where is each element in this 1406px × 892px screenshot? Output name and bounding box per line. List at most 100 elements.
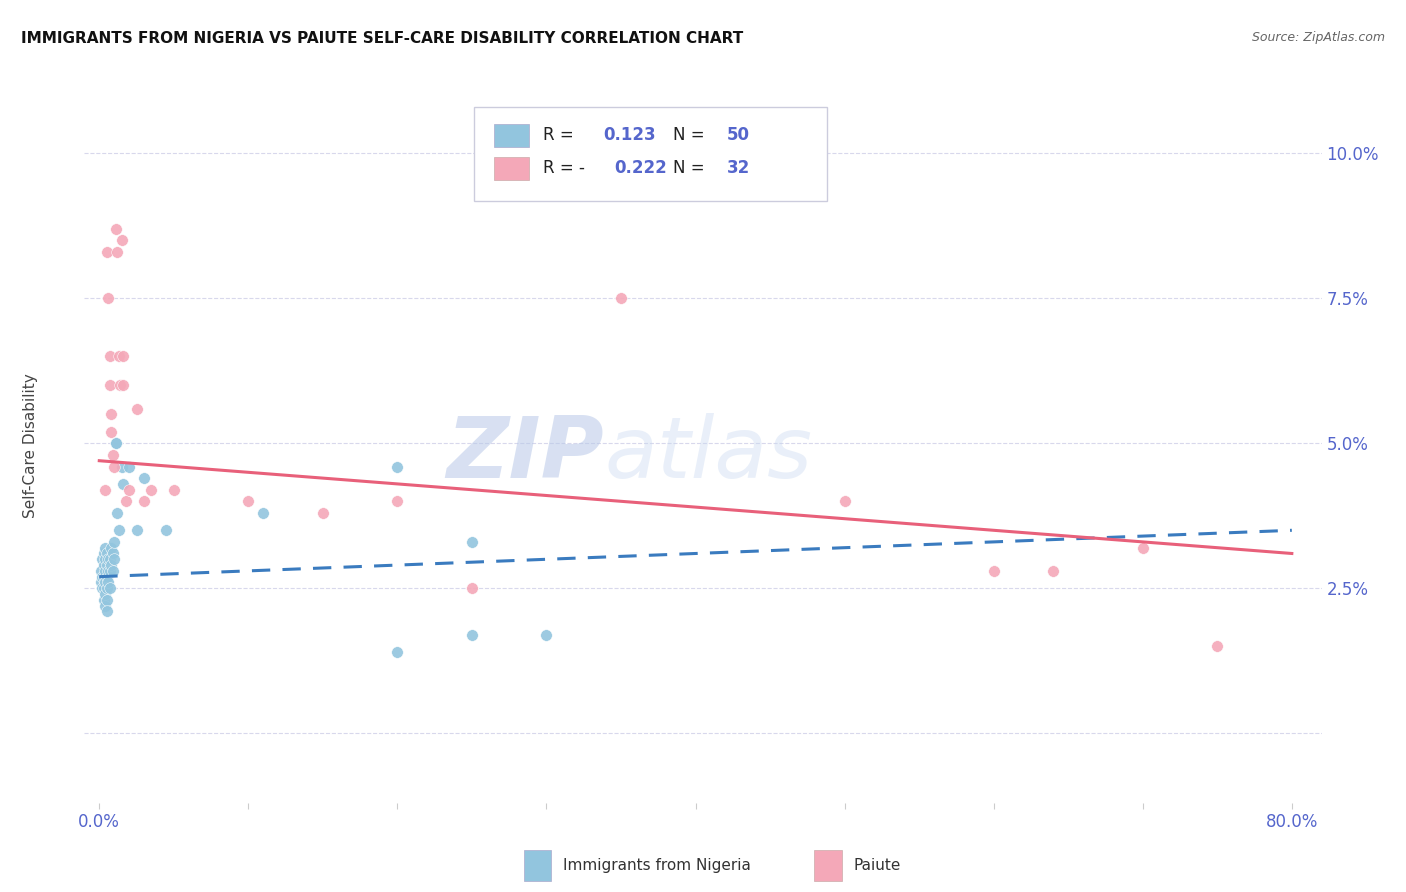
Text: Source: ZipAtlas.com: Source: ZipAtlas.com bbox=[1251, 31, 1385, 45]
Point bbox=[93, 546, 115, 561]
Point bbox=[94, 541, 117, 555]
Point bbox=[93, 558, 115, 573]
Point bbox=[112, 378, 135, 392]
Point bbox=[94, 552, 117, 566]
Text: N =: N = bbox=[673, 126, 710, 144]
Point bbox=[252, 506, 274, 520]
Point bbox=[97, 552, 120, 566]
Text: R =: R = bbox=[543, 126, 579, 144]
Point bbox=[387, 645, 409, 659]
Point bbox=[103, 459, 125, 474]
Point bbox=[96, 558, 118, 573]
Point bbox=[94, 564, 117, 578]
Point bbox=[118, 459, 141, 474]
Text: Paiute: Paiute bbox=[853, 858, 901, 873]
Point bbox=[97, 291, 120, 305]
Point bbox=[1042, 564, 1064, 578]
Point bbox=[100, 558, 122, 573]
Point bbox=[90, 564, 112, 578]
Point bbox=[101, 448, 124, 462]
Point bbox=[93, 570, 115, 584]
Point bbox=[125, 523, 148, 537]
Text: IMMIGRANTS FROM NIGERIA VS PAIUTE SELF-CARE DISABILITY CORRELATION CHART: IMMIGRANTS FROM NIGERIA VS PAIUTE SELF-C… bbox=[21, 31, 744, 46]
Text: Immigrants from Nigeria: Immigrants from Nigeria bbox=[564, 858, 751, 873]
Point bbox=[93, 582, 115, 596]
Point bbox=[111, 459, 134, 474]
Text: 0.123: 0.123 bbox=[603, 126, 655, 144]
Point bbox=[101, 564, 124, 578]
Point bbox=[103, 552, 125, 566]
Point bbox=[107, 523, 129, 537]
Point bbox=[103, 534, 125, 549]
Point bbox=[104, 436, 127, 450]
Point bbox=[536, 628, 558, 642]
Point bbox=[461, 628, 484, 642]
Text: Self-Care Disability: Self-Care Disability bbox=[24, 374, 38, 518]
Point bbox=[98, 378, 121, 392]
Point bbox=[96, 244, 118, 259]
Point bbox=[101, 546, 124, 561]
Point bbox=[1206, 639, 1229, 653]
Point bbox=[461, 534, 484, 549]
Text: ZIP: ZIP bbox=[446, 413, 605, 497]
Point bbox=[104, 222, 127, 236]
Point bbox=[387, 494, 409, 508]
Bar bbox=[494, 124, 529, 147]
Point bbox=[94, 483, 117, 497]
Point bbox=[98, 350, 121, 364]
Point bbox=[96, 582, 118, 596]
Point bbox=[100, 425, 122, 439]
Point bbox=[96, 605, 118, 619]
Point bbox=[94, 587, 117, 601]
Point bbox=[94, 575, 117, 590]
Point bbox=[108, 378, 131, 392]
Point bbox=[141, 483, 163, 497]
Point bbox=[97, 564, 120, 578]
Point bbox=[91, 570, 114, 584]
Point bbox=[96, 570, 118, 584]
Point bbox=[98, 552, 121, 566]
Bar bbox=[814, 850, 842, 881]
Text: R = -: R = - bbox=[543, 160, 585, 178]
Point bbox=[105, 244, 128, 259]
Point bbox=[91, 582, 114, 596]
Point bbox=[91, 552, 114, 566]
Point bbox=[132, 471, 155, 485]
Point bbox=[238, 494, 260, 508]
Point bbox=[100, 541, 122, 555]
Point bbox=[118, 483, 141, 497]
Point bbox=[163, 483, 186, 497]
Bar bbox=[523, 850, 551, 881]
Point bbox=[96, 592, 118, 607]
Point bbox=[132, 494, 155, 508]
Point bbox=[112, 476, 135, 491]
Point bbox=[610, 291, 633, 305]
Point bbox=[105, 506, 128, 520]
Text: N =: N = bbox=[673, 160, 710, 178]
Point bbox=[461, 582, 484, 596]
Point bbox=[155, 523, 177, 537]
Text: atlas: atlas bbox=[605, 413, 813, 497]
Point bbox=[93, 592, 115, 607]
FancyBboxPatch shape bbox=[474, 107, 827, 201]
Point bbox=[312, 506, 335, 520]
Point bbox=[834, 494, 856, 508]
Point bbox=[97, 575, 120, 590]
Point bbox=[1132, 541, 1154, 555]
Point bbox=[104, 436, 127, 450]
Point bbox=[111, 233, 134, 247]
Point bbox=[112, 350, 135, 364]
Point bbox=[107, 350, 129, 364]
Bar bbox=[494, 157, 529, 180]
Point bbox=[90, 575, 112, 590]
Text: 50: 50 bbox=[727, 126, 749, 144]
Text: 32: 32 bbox=[727, 160, 749, 178]
Point bbox=[96, 546, 118, 561]
Point bbox=[983, 564, 1005, 578]
Text: 0.222: 0.222 bbox=[614, 160, 666, 178]
Point bbox=[98, 564, 121, 578]
Point bbox=[94, 599, 117, 613]
Point bbox=[98, 582, 121, 596]
Point bbox=[115, 494, 138, 508]
Point bbox=[125, 401, 148, 416]
